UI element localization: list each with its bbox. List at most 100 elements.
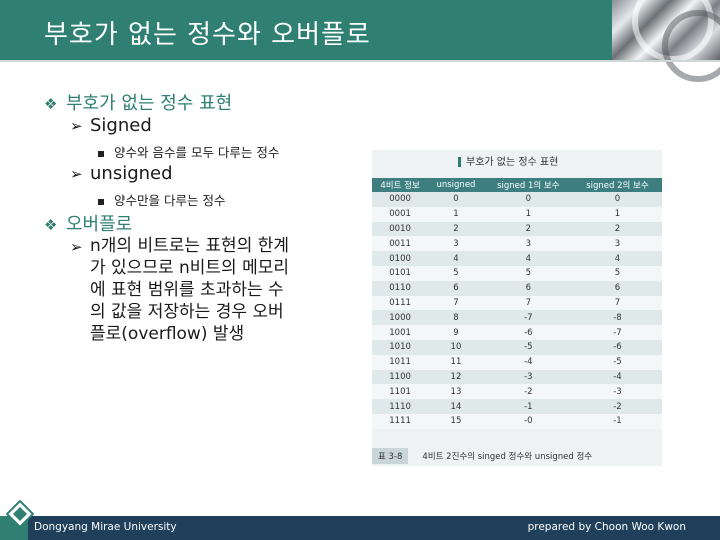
table-cell: 0011 [372, 236, 429, 252]
table-cell: 0 [483, 192, 573, 207]
table-cell: 4 [572, 251, 662, 266]
table-cell: -7 [483, 310, 573, 326]
table-cell: 3 [428, 236, 484, 252]
table-row: 1001 9 -6 -7 [372, 325, 662, 340]
figure-title-text: 부호가 없는 정수 표현 [466, 157, 559, 168]
table-cell: 9 [428, 325, 484, 340]
table-cell: -5 [483, 339, 573, 355]
diamond-bullet-icon: ❖ [44, 95, 58, 113]
diamond-logo-icon [6, 500, 34, 528]
table-cell: 14 [428, 399, 484, 414]
arrow-bullet-icon: ➢ [70, 117, 83, 135]
detail-text: 양수만을 다루는 정수 [114, 193, 226, 208]
arrow-bullet-icon: ➢ [70, 238, 83, 256]
table-cell: 7 [428, 295, 484, 311]
table-cell: 0100 [372, 251, 429, 266]
overflow-arrow: ➢ [70, 236, 90, 257]
table-cell: 2 [572, 221, 662, 237]
slide-header: 부호가 없는 정수와 오버플로 [0, 0, 720, 82]
table-row: 1100 12 -3 -4 [372, 369, 662, 385]
table-cell: 0111 [372, 295, 429, 311]
table-cell: 3 [572, 236, 662, 252]
table-cell: 4 [428, 251, 484, 266]
table-header-cell: 4비트 정보 [372, 178, 429, 192]
arrow-bullet-icon: ➢ [70, 165, 83, 183]
table-cell: 4 [483, 251, 573, 266]
table-cell: -4 [483, 354, 573, 370]
sub-item-text: Signed [90, 115, 152, 136]
table-cell: 1111 [372, 413, 429, 429]
table-cell: 10 [428, 339, 484, 355]
table-cell: -1 [483, 399, 573, 414]
table-cell: 13 [428, 384, 484, 400]
table-cell: 1010 [372, 339, 429, 355]
table-cell: 15 [428, 413, 484, 429]
caption-text: 4비트 2진수의 singed 정수와 unsigned 정수 [422, 452, 593, 462]
table-cell: 6 [428, 280, 484, 296]
table-cell: -3 [483, 369, 573, 385]
table-cell: 1100 [372, 369, 429, 385]
footer-university: Dongyang Mirae University [34, 521, 177, 533]
table-cell: 1000 [372, 310, 429, 326]
table-cell: 0001 [372, 206, 429, 222]
table-cell: 12 [428, 369, 484, 385]
overflow-line: 에 표현 범위를 초과하는 수 [90, 280, 284, 300]
caption-number: 표 3-8 [372, 448, 409, 464]
overflow-line: n개의 비트로는 표현의 한계 [90, 236, 290, 256]
table-cell: -4 [572, 369, 662, 385]
header-divider [0, 60, 720, 62]
overflow-line: 의 값을 저장하는 경우 오버 [90, 302, 284, 322]
table-row: 1010 10 -5 -6 [372, 339, 662, 355]
table-row: 0011 3 3 3 [372, 236, 662, 252]
detail-text: 양수와 음수를 모두 다루는 정수 [114, 145, 280, 160]
table-cell: 5 [483, 265, 573, 281]
table-row: 0010 2 2 2 [372, 221, 662, 237]
table-cell: 0000 [372, 192, 429, 207]
square-bullet-icon [98, 150, 104, 157]
table-cell: 0101 [372, 265, 429, 281]
bullet-text: 부호가 없는 정수 표현 [66, 93, 233, 114]
table-cell: -6 [572, 339, 662, 355]
table-row: 0111 7 7 7 [372, 295, 662, 311]
table-cell: -0 [483, 413, 573, 429]
integer-table: 4비트 정보 unsigned signed 1의 보수 signed 2의 보… [372, 178, 662, 429]
table-cell: 1101 [372, 384, 429, 400]
table-row: 1101 13 -2 -3 [372, 384, 662, 400]
table-cell: 1110 [372, 399, 429, 414]
sub-item-text: unsigned [90, 163, 173, 184]
table-cell: 7 [572, 295, 662, 311]
table-body: 0000 0 0 0 0001 1 1 1 0010 2 2 2 0011 3 3 3 0100 4 4 4 0101 5… [372, 192, 662, 429]
header-decorative-image [612, 0, 720, 82]
slide-title: 부호가 없는 정수와 오버플로 [44, 20, 371, 50]
table-cell: 7 [483, 295, 573, 311]
detail-unsigned: 양수만을 다루는 정수 [98, 190, 225, 209]
table-cell: 0 [428, 192, 484, 207]
diamond-bullet-icon: ❖ [44, 216, 58, 234]
table-row: 0100 4 4 4 [372, 251, 662, 266]
table-cell: 1011 [372, 354, 429, 370]
detail-signed: 양수와 음수를 모두 다루는 정수 [98, 142, 279, 161]
table-cell: -3 [572, 384, 662, 400]
table-header-cell: signed 2의 보수 [572, 178, 662, 192]
table-cell: 1 [572, 206, 662, 222]
table-cell: 6 [572, 280, 662, 296]
table-row: 0110 6 6 6 [372, 280, 662, 296]
table-cell: 2 [483, 221, 573, 237]
table-cell: 0 [572, 192, 662, 207]
table-cell: 2 [428, 221, 484, 237]
table-cell: -2 [483, 384, 573, 400]
overflow-line: 플로(overflow) 발생 [90, 324, 245, 344]
table-cell: 0010 [372, 221, 429, 237]
sub-item-unsigned: ➢ unsigned [70, 163, 173, 184]
sub-item-signed: ➢ Signed [70, 115, 152, 136]
table-cell: 8 [428, 310, 484, 326]
table-row: 1011 11 -4 -5 [372, 354, 662, 370]
table-row: 1000 8 -7 -8 [372, 310, 662, 326]
overflow-line: 가 있으므로 n비트의 메모리 [90, 258, 290, 278]
table-row: 1110 14 -1 -2 [372, 399, 662, 414]
table-header-cell: unsigned [428, 178, 484, 192]
table-cell: -7 [572, 325, 662, 340]
square-bullet-icon [98, 198, 104, 205]
table-cell: -5 [572, 354, 662, 370]
